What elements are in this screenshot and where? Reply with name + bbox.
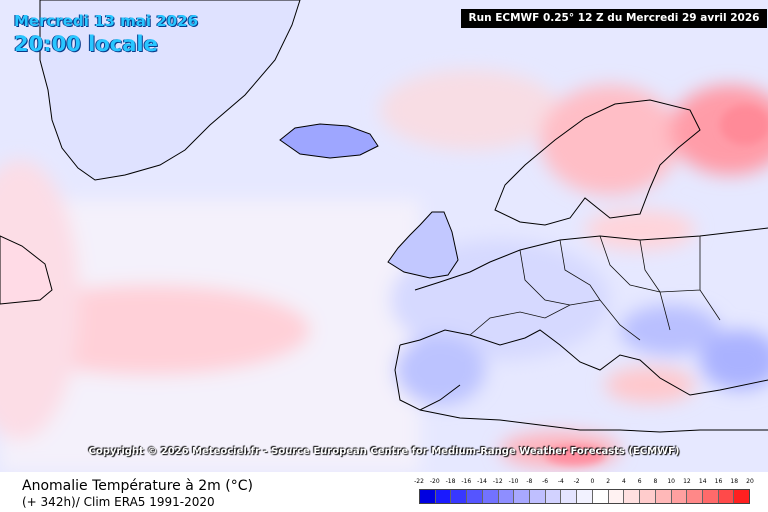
north-africa-warm-spot (545, 445, 605, 465)
country-borders (469, 235, 721, 341)
legend-tick-label: 4 (621, 478, 626, 485)
scandinavia-warm-zone (540, 85, 680, 195)
legend-swatch (702, 490, 719, 503)
legend-tick-label: -2 (573, 478, 580, 485)
russia-warm-spot (720, 105, 768, 145)
legend-swatch (671, 490, 688, 503)
parameter-title: Anomalie Température à 2m (°C) (22, 478, 253, 494)
legend-tick-label: -18 (445, 478, 456, 485)
legend-swatch (435, 490, 452, 503)
copyright-notice: Copyright © 2026 Meteociel.fr - Source E… (88, 446, 680, 457)
legend-tick-label: 12 (683, 478, 691, 485)
legend-swatch (624, 490, 641, 503)
legend-swatch (640, 490, 656, 503)
lead-time-label: (+ 342h)/ Clim ERA5 1991-2020 (22, 495, 215, 509)
legend-tick-label: 20 (746, 478, 754, 485)
legend-swatch (592, 490, 609, 503)
iberia-cool-zone (395, 335, 485, 405)
northeast-atlantic-warm-zone (380, 70, 560, 150)
iceland-landmass (279, 123, 379, 159)
legend-swatch (498, 490, 515, 503)
legend-swatch (577, 490, 593, 503)
scandinavia-landmass (494, 99, 701, 226)
legend-swatch (687, 490, 703, 503)
legend-swatch (482, 490, 499, 503)
legend-swatch (734, 490, 750, 503)
legend-tick-label: -22 (414, 478, 424, 485)
legend-tick-label: -10 (508, 478, 519, 485)
baltic-warm-zone (585, 210, 695, 250)
continental-coastline (394, 227, 768, 433)
aegean-warm-zone (605, 367, 695, 403)
legend-tick-label: 18 (730, 478, 739, 485)
legend-swatch (467, 490, 483, 503)
legend-tick-label: -12 (492, 478, 503, 485)
legend-tick-label: -20 (429, 478, 440, 485)
forecast-date: Mercredi 13 mai 2026 (14, 12, 199, 30)
legend-tick-label: 0 (590, 478, 595, 485)
legend-tick-label: -4 (557, 478, 564, 485)
anomaly-map (0, 0, 768, 472)
british-isles-landmass (387, 211, 459, 279)
legend-swatch (655, 490, 672, 503)
legend-tick-label: 14 (698, 478, 707, 485)
color-scale-legend: -22 -20 -18 -16 -14 -12 -10 -8 -6 -4 -2 0 2 4 6 8 10 12 14… (412, 478, 754, 512)
legend-color-bar (419, 489, 750, 504)
legend-swatch (608, 490, 625, 503)
legend-tick-label: 8 (653, 478, 658, 485)
labrador-landmass (0, 235, 53, 305)
legend-swatch (420, 490, 436, 503)
legend-tick-label: -16 (461, 478, 472, 485)
legend-swatch (545, 490, 562, 503)
legend-swatch (530, 490, 546, 503)
legend-tick-label: 16 (714, 478, 723, 485)
legend-tick-label: -14 (477, 478, 487, 485)
legend-tick-label: 6 (637, 478, 642, 485)
run-info-banner: Run ECMWF 0.25° 12 Z du Mercredi 29 avri… (461, 9, 767, 28)
legend-swatch (451, 490, 468, 503)
legend-tick-label: 2 (606, 478, 611, 485)
legend-swatch (561, 490, 578, 503)
legend-tick-label: 10 (667, 478, 676, 485)
legend-tick-label: -6 (542, 478, 549, 485)
legend-swatch (514, 490, 531, 503)
forecast-time: 20:00 locale (14, 32, 158, 56)
legend-labels: -22 -20 -18 -16 -14 -12 -10 -8 -6 -4 -2 0 2 4 6 8 10 12 14… (412, 478, 754, 488)
east-cool-zone (700, 330, 768, 390)
greenland-landmass (39, 0, 301, 181)
legend-tick-label: -8 (526, 478, 533, 485)
legend-swatch (718, 490, 735, 503)
